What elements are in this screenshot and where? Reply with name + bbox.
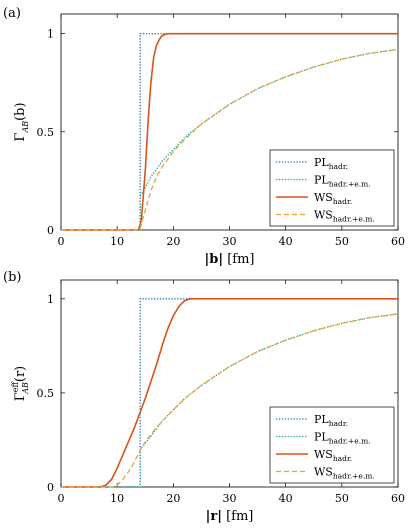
legend: PLhadr. PLhadr.+e.m. WShadr. WShadr.+e.m. — [269, 406, 395, 484]
legend-box — [269, 149, 395, 227]
x-tick-label: 50 — [335, 492, 349, 505]
x-tick-label: 0 — [58, 235, 65, 248]
y-tick-label: 0 — [47, 481, 54, 494]
legend-box — [269, 406, 395, 484]
y-tick-label: 1 — [47, 28, 54, 41]
legend-entry: PLhadr.+e.m. — [314, 431, 371, 446]
y-tick-label: 0 — [47, 224, 54, 237]
legend-entry: WShadr.+e.m. — [314, 209, 375, 224]
x-tick-label: 0 — [58, 492, 65, 505]
series-line-ws-hadr — [61, 32, 398, 231]
panel-label: (a) — [3, 6, 21, 21]
legend-entry: PLhadr. — [314, 413, 348, 428]
series-line-ws-hadr-em — [61, 48, 399, 231]
panel-a: (a) 0 10 20 30 40 50 60 0 0.5 1 ΓAB(b) |b| [fm] PLhad… — [3, 6, 405, 267]
legend-entry: PLhadr. — [314, 156, 348, 171]
x-tick-label: 20 — [166, 492, 180, 505]
y-tick-label: 0.5 — [37, 126, 55, 139]
x-tick-label: 40 — [279, 235, 293, 248]
y-tick-label: 0.5 — [37, 387, 55, 400]
legend: PLhadr. PLhadr.+e.m. WShadr. WShadr.+e.m. — [269, 149, 395, 227]
series-line-ws-hadr — [61, 298, 398, 488]
x-tick-label: 30 — [223, 235, 237, 248]
x-tick-label: 60 — [391, 492, 405, 505]
x-tick-label: 40 — [279, 492, 293, 505]
x-axis-label: |b| [fm] — [205, 252, 255, 267]
legend-entry: PLhadr.+e.m. — [314, 174, 371, 189]
x-tick-label: 60 — [391, 235, 405, 248]
x-axis-label: |r| [fm] — [206, 509, 254, 524]
x-tick-label: 50 — [335, 235, 349, 248]
x-tick-label: 30 — [223, 492, 237, 505]
panel-label: (b) — [3, 270, 21, 285]
y-tick-label: 1 — [47, 293, 54, 306]
legend-entry: WShadr.+e.m. — [314, 466, 375, 481]
series-line-pl-hadr — [61, 32, 398, 231]
legend-entry: WShadr. — [314, 448, 352, 463]
y-axis-label: ΓAB(b) — [13, 102, 30, 141]
x-tick-label: 10 — [110, 492, 124, 505]
panel-b: (b) 0 10 20 30 40 50 60 0 0.5 1 ΓeffAB(r) |r| [fm] PL… — [3, 270, 405, 524]
legend-entry: WShadr. — [314, 191, 352, 206]
series-line-ws-hadr-em — [61, 313, 399, 488]
y-axis-label: ΓeffAB(r) — [11, 366, 30, 401]
x-tick-label: 10 — [110, 235, 124, 248]
x-tick-label: 20 — [166, 235, 180, 248]
